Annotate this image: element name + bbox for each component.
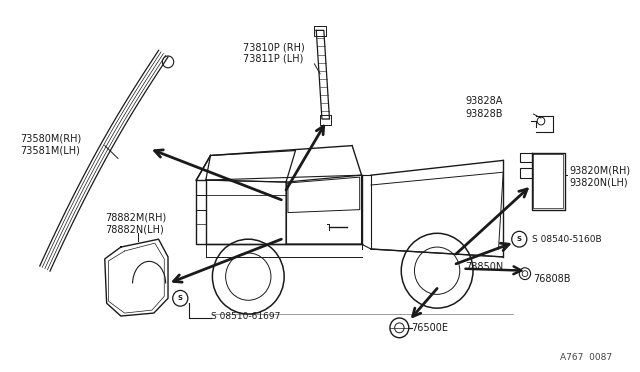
Text: S 08510-61697: S 08510-61697 xyxy=(211,311,280,321)
Text: 76500E: 76500E xyxy=(412,323,449,333)
Text: 78882N(LH): 78882N(LH) xyxy=(105,224,163,234)
Text: 78882M(RH): 78882M(RH) xyxy=(105,212,166,222)
Text: 93828B: 93828B xyxy=(465,109,503,119)
Text: 76808B: 76808B xyxy=(534,273,571,283)
Text: 73810P (RH): 73810P (RH) xyxy=(243,42,305,52)
Text: 93820M(RH): 93820M(RH) xyxy=(570,165,630,175)
Text: S: S xyxy=(516,236,522,242)
Text: 93828A: 93828A xyxy=(465,96,503,106)
Text: 73580M(RH): 73580M(RH) xyxy=(20,134,81,144)
Text: S 08540-5160B: S 08540-5160B xyxy=(532,235,601,244)
Text: 73581M(LH): 73581M(LH) xyxy=(20,145,79,155)
Text: S: S xyxy=(178,295,183,301)
Text: 93820N(LH): 93820N(LH) xyxy=(570,177,628,187)
Text: A767  0087: A767 0087 xyxy=(560,353,612,362)
Text: 78850N: 78850N xyxy=(465,262,504,272)
Text: 73811P (LH): 73811P (LH) xyxy=(243,54,303,64)
